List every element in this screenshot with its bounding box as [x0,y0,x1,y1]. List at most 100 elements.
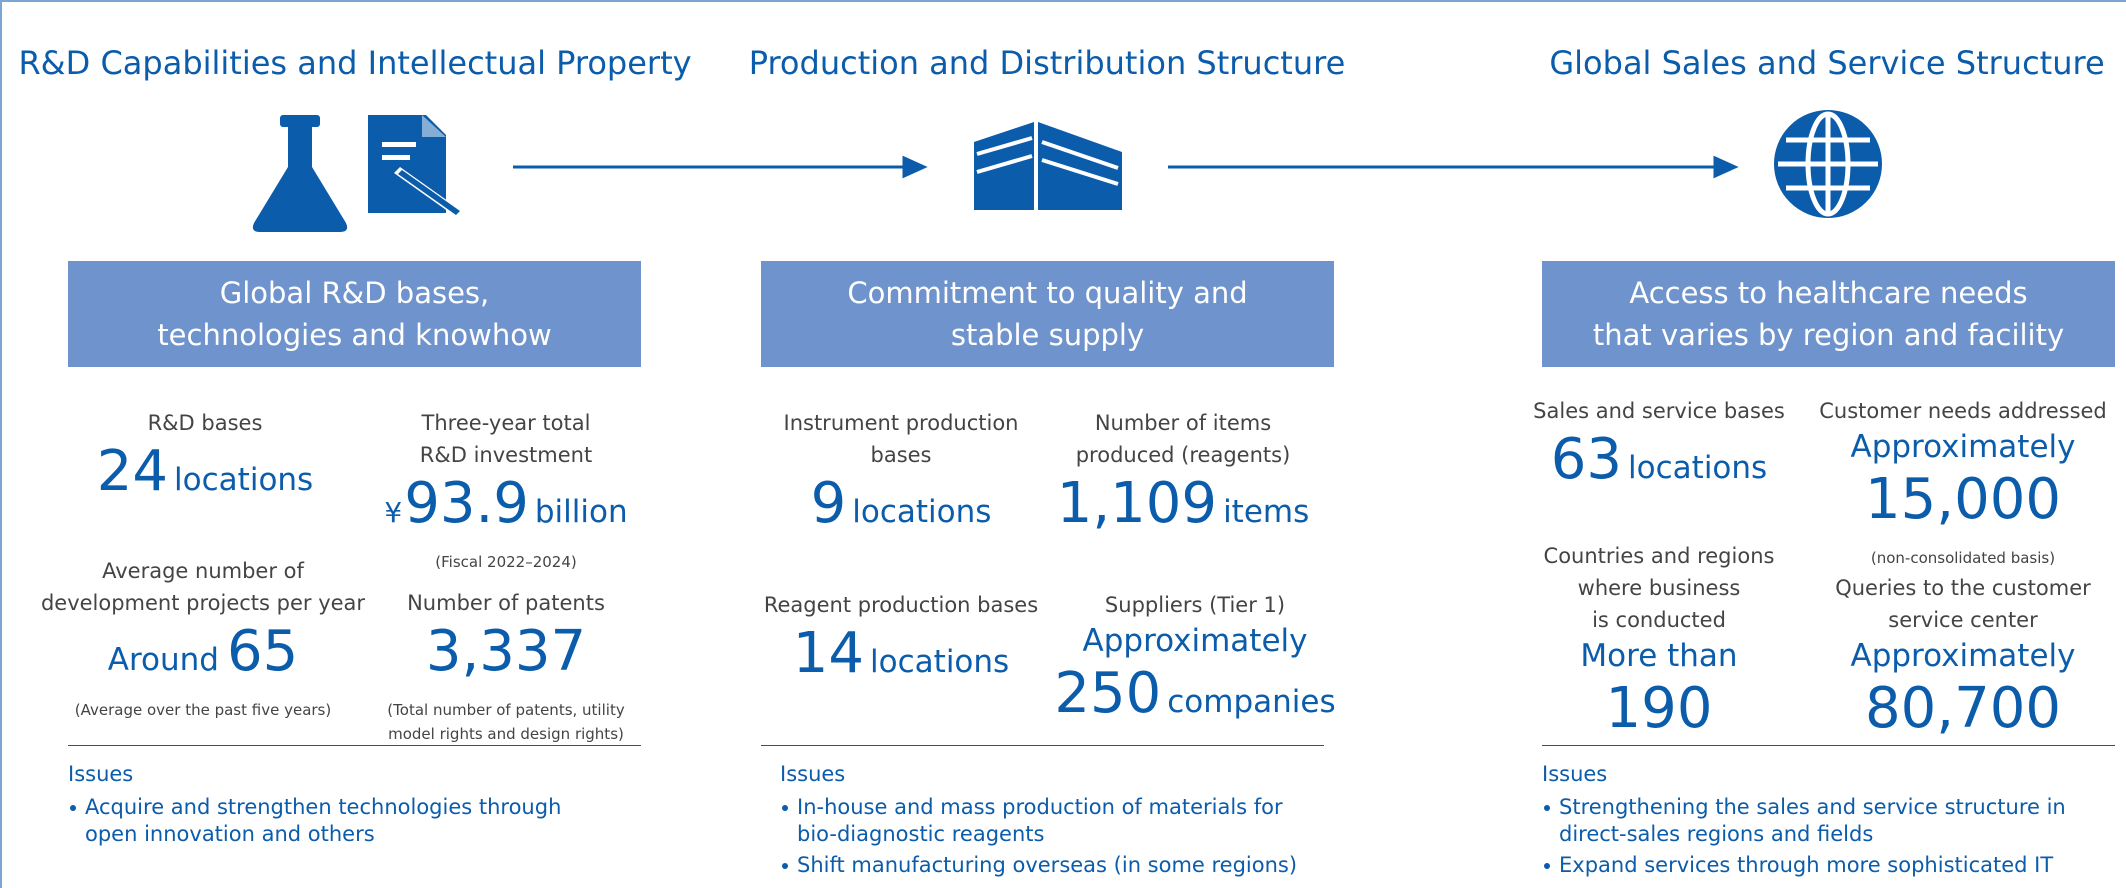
stat-label: R&D bases [147,411,263,435]
issue-line: bio-diagnostic reagents [797,822,1045,846]
stat-unit: locations [1628,450,1768,486]
issue-line: In-house and mass production of material… [797,795,1283,819]
box-line: Commitment to quality and [847,276,1248,310]
stat-value-line: 24 locations [97,439,313,518]
header-box: Access to healthcare needs that varies by… [1542,261,2115,367]
stat-prefix: Around [107,642,219,678]
arrows [513,155,1739,179]
stat-label: service center [1888,608,2038,632]
stat: Queries to the customer service center App… [1835,572,2091,755]
stat-unit: locations [852,494,992,530]
issue-line: Shift manufacturing overseas (in some re… [797,853,1298,877]
stat-value: 250 [1054,661,1162,726]
column-heading: Production and Distribution Structure [748,44,1346,82]
header-box: Commitment to quality and stable supply [761,261,1334,367]
stat-value: 63 [1550,427,1623,492]
box-line: that varies by region and facility [1592,318,2065,352]
stat-note: (Total number of patents, utility [387,701,625,719]
stat: Number of patents 3,337 (Total number of p… [387,587,624,746]
stat-value-line: 15,000 [1819,467,2107,546]
issue-item: Shift manufacturing overseas (in some re… [780,852,1380,879]
stat: Reagent production bases 14 locations [764,589,1038,700]
stat-label: Reagent production bases [763,593,1039,617]
stat-unit: items [1223,494,1310,530]
stat-label: Instrument production [783,411,1019,435]
stat: Number of items produced (reagents) 1,109 i… [1057,407,1310,550]
stat-value: 190 [1605,676,1713,741]
stat: R&D bases 24 locations [97,407,313,518]
globe-icon [1774,110,1882,218]
stat-note: (Average over the past five years) [74,701,332,719]
stat-value: 1,109 [1056,471,1218,536]
stat-label: Queries to the customer [1835,576,2091,600]
stat-value-line: 9 locations [784,471,1019,550]
column-heading: Global Sales and Service Structure [1549,44,2105,82]
stat-label: Suppliers (Tier 1) [1104,593,1286,617]
issues-title: Issues [780,762,846,786]
issue-item: Acquire and strengthen technologies thro… [68,794,668,848]
divider [761,745,1324,746]
stat-qualifier: Approximately [1082,623,1308,659]
stat-value-line: ¥93.9 billion [384,471,627,550]
issues-title: Issues [68,762,134,786]
stat-label: where business [1577,576,1741,600]
stat: Three-year total R&D investment ¥93.9 billi… [384,407,627,574]
stat-value-line: 1,109 items [1057,471,1310,550]
issue-item: In-house and mass production of material… [780,794,1380,848]
stat-value-line: 190 [1544,676,1775,755]
stat-label: Average number of [102,559,304,583]
stat-value: 15,000 [1865,467,2061,532]
stat: Customer needs addressed Approximately 15,… [1819,395,2107,570]
issues: Issues Acquire and strengthen technologie… [68,762,668,852]
stat-unit: companies [1167,684,1336,720]
stat-label: produced (reagents) [1075,443,1291,467]
stat-unit: locations [174,462,314,498]
box-line: technologies and knowhow [157,318,552,352]
stat-label: Countries and regions [1543,544,1775,568]
box-line: Access to healthcare needs [1629,276,2028,310]
stat-unit: billion [534,494,628,530]
box-line: Global R&D bases, [219,276,490,310]
stat: Instrument production bases 9 locations [784,407,1019,550]
stat-value: 9 [810,471,847,536]
issue-line: Expand services through more sophisticat… [1559,853,2054,877]
bullet [782,863,788,869]
stat-value-line: 3,337 [387,619,624,698]
stat-prefix: ¥ [384,496,403,529]
stat-value-line: 80,700 [1835,676,2091,755]
stat-value: 24 [96,439,169,504]
stat-value-line: 250 companies [1054,661,1335,740]
stat-value-line: 14 locations [764,621,1038,700]
box-line: stable supply [950,318,1145,352]
stat-value: 14 [792,621,865,686]
issues: Issues Strengthening the sales and servic… [1542,762,2126,883]
issues-list: Acquire and strengthen technologies thro… [68,794,668,848]
stat: Average number of development projects pe… [41,555,365,722]
bullet [1544,805,1550,811]
bullet [70,805,76,811]
issue-line: direct-sales regions and fields [1559,822,1874,846]
header-box: Global R&D bases, technologies and knowho… [68,261,641,367]
rd-icon [252,115,462,232]
issues-title: Issues [1542,762,1608,786]
stat-value: 3,337 [425,619,587,684]
stat-value-line: Around 65 [41,619,365,698]
stat-label: development projects per year [40,591,366,615]
stat: Sales and service bases 63 locations [1533,395,1785,506]
stat-label: Customer needs addressed [1819,399,2107,423]
issue-item: Strengthening the sales and service stru… [1542,794,2126,848]
factory-icon [974,122,1122,210]
stat: Suppliers (Tier 1) Approximately 250 compan… [1054,589,1335,740]
stat-qualifier: Approximately [1850,638,2076,674]
stat-label: Number of items [1094,411,1272,435]
issue-item: Expand services through more sophisticat… [1542,852,2126,879]
stat-note: model rights and design rights) [388,725,624,743]
stat-label: is conducted [1592,608,1726,632]
issues: Issues In-house and mass production of ma… [780,762,1380,883]
stat-value: 80,700 [1865,676,2061,741]
issue-line: Acquire and strengthen technologies thro… [85,795,562,819]
issues-list: In-house and mass production of material… [780,794,1380,879]
divider [68,745,641,746]
stat-label: Number of patents [407,591,605,615]
